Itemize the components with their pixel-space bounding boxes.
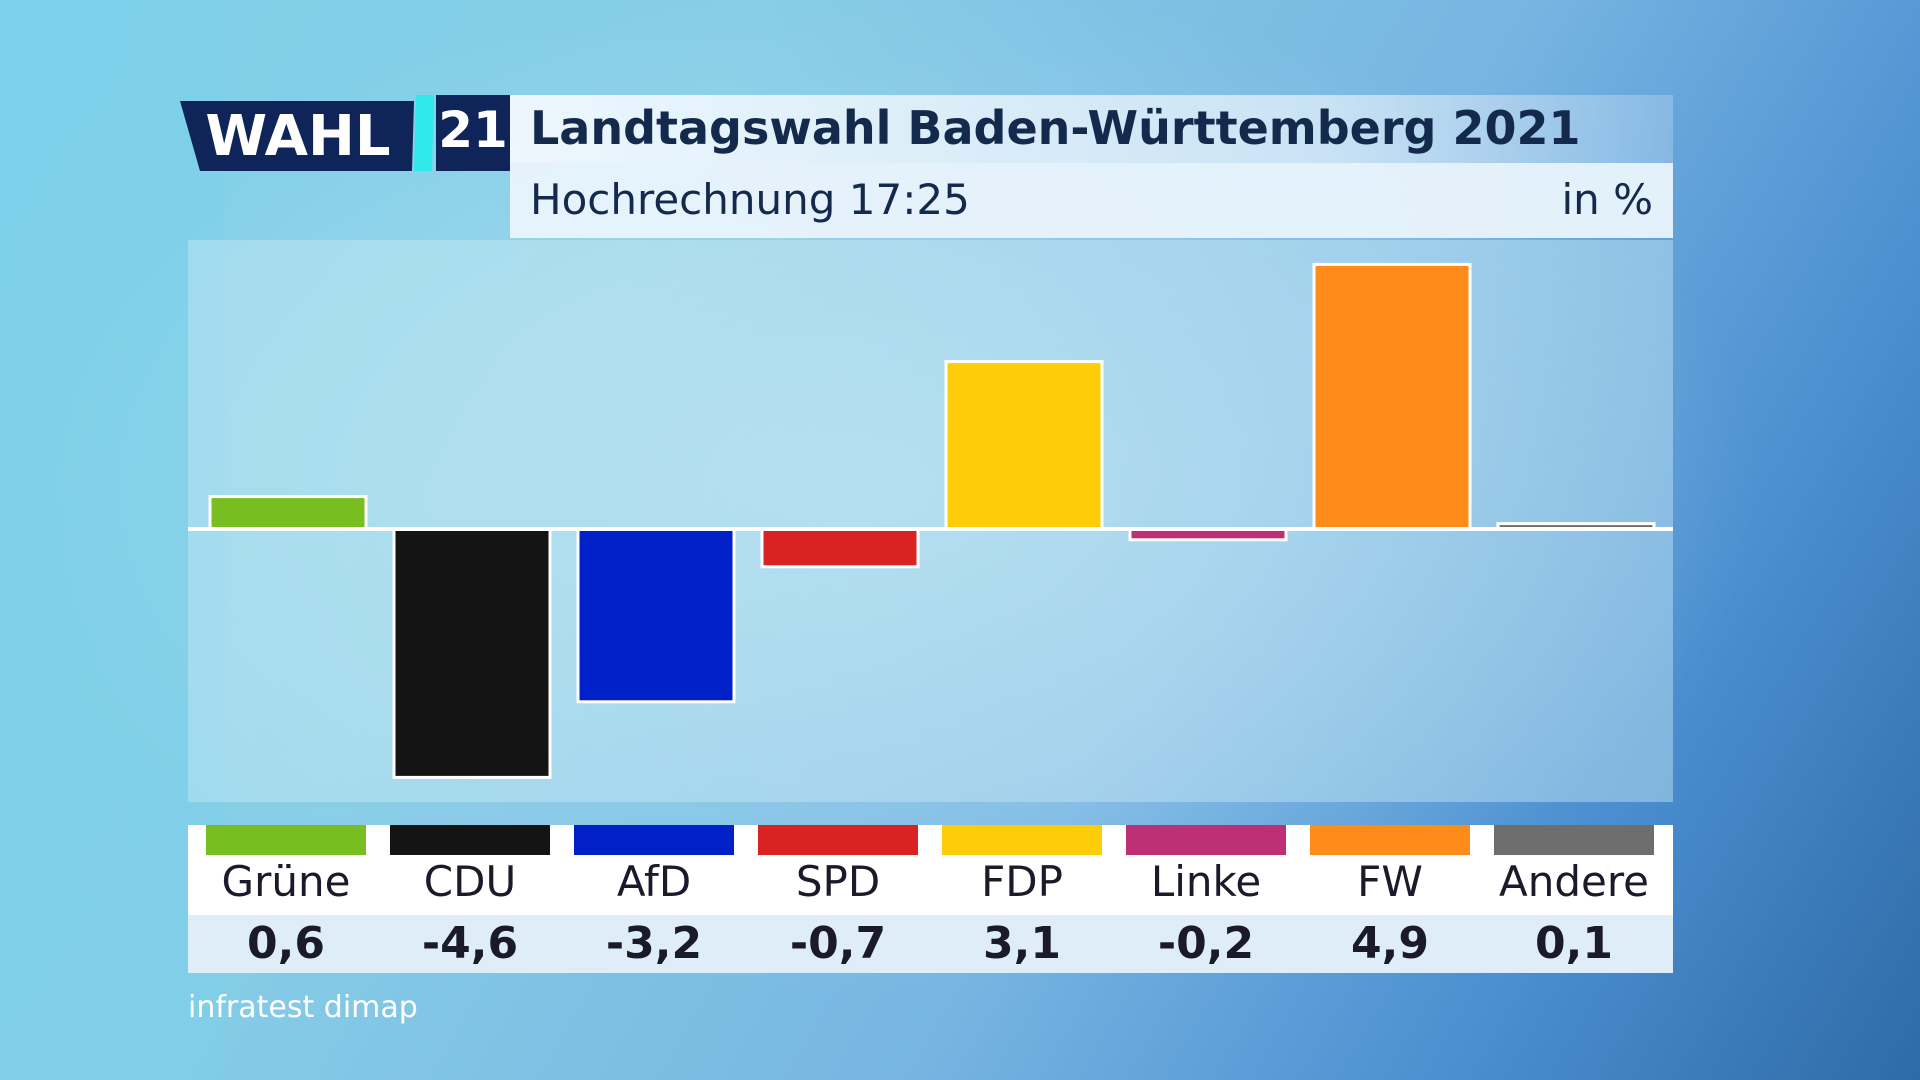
logo-number: 21 xyxy=(438,101,508,159)
chart-title: Landtagswahl Baden-Württemberg 2021 xyxy=(530,101,1581,155)
value-label-spd: -0,7 xyxy=(789,918,887,969)
legend-swatch-andere xyxy=(1494,825,1654,855)
legend-swatch-fw xyxy=(1310,825,1470,855)
legend-label-fw: FW xyxy=(1357,857,1423,906)
legend-item-fw: FW 4,9 xyxy=(1310,825,1470,973)
source-label: infratest dimap xyxy=(188,990,418,1025)
plot-area xyxy=(188,240,1673,802)
legend-label-spd: SPD xyxy=(795,857,881,906)
unit-label: in % xyxy=(1561,175,1653,224)
bar-cdu xyxy=(392,527,552,779)
legend-label-grne: Grüne xyxy=(221,857,351,906)
value-label-linke: -0,2 xyxy=(1157,918,1255,969)
legend-values-row xyxy=(188,915,1673,973)
legend-item-spd: SPD -0,7 xyxy=(758,825,918,973)
legend-item-cdu: CDU -4,6 xyxy=(390,825,550,973)
legend-swatch-fdp xyxy=(942,825,1102,855)
logo-word: WAHL xyxy=(205,104,390,169)
legend-item-afd: AfD -3,2 xyxy=(574,825,734,973)
legend-item-linke: Linke -0,2 xyxy=(1126,825,1286,973)
legend-label-linke: Linke xyxy=(1150,857,1262,906)
legend-swatch-spd xyxy=(758,825,918,855)
legend-item-fdp: FDP 3,1 xyxy=(942,825,1102,973)
bar-fw xyxy=(1312,262,1472,531)
legend-item-grne: Grüne 0,6 xyxy=(206,825,366,973)
legend: Grüne 0,6 CDU -4,6 AfD -3,2 SPD -0,7 FDP 3,1 Linke… xyxy=(188,825,1673,973)
value-label-fdp: 3,1 xyxy=(983,918,1061,969)
value-label-grne: 0,6 xyxy=(247,918,325,969)
value-label-cdu: -4,6 xyxy=(421,918,519,969)
legend-label-afd: AfD xyxy=(616,857,692,906)
wahl-21-logo: WAHL 21 xyxy=(180,95,510,171)
value-label-fw: 4,9 xyxy=(1351,918,1429,969)
legend-swatch-afd xyxy=(574,825,734,855)
bar-fdp xyxy=(944,360,1104,531)
chart-subtitle: Hochrechnung 17:25 xyxy=(530,175,970,224)
value-label-afd: -3,2 xyxy=(605,918,703,969)
legend-swatch-cdu xyxy=(390,825,550,855)
legend-swatch-grne xyxy=(206,825,366,855)
legend-label-andere: Andere xyxy=(1498,857,1650,906)
bar-spd xyxy=(760,527,920,569)
subtitle-bar: Hochrechnung 17:25 in % xyxy=(510,163,1673,238)
legend-swatch-linke xyxy=(1126,825,1286,855)
background-band xyxy=(0,0,225,1080)
title-bar: Landtagswahl Baden-Württemberg 2021 xyxy=(510,95,1673,163)
bar-grne xyxy=(208,495,368,531)
bar-chart xyxy=(188,262,1673,779)
legend-item-andere: Andere 0,1 xyxy=(1494,825,1654,973)
bar-afd xyxy=(576,527,736,704)
legend-label-fdp: FDP xyxy=(981,857,1063,906)
value-label-andere: 0,1 xyxy=(1535,918,1613,969)
legend-label-cdu: CDU xyxy=(423,857,517,906)
